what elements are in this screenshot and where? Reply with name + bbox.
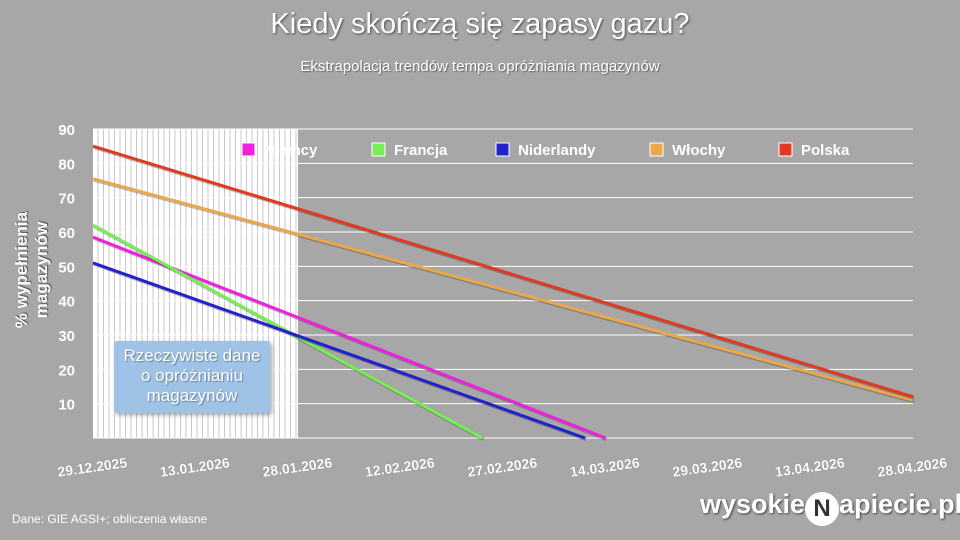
x-tick-label: 29.12.2025: [56, 454, 128, 480]
series-line: [92, 144, 914, 399]
x-tick-label: 28.04.2026: [876, 454, 948, 480]
legend-label: Włochy: [672, 142, 726, 159]
brand-prefix: wysokie: [700, 489, 806, 519]
lightning-logo-icon: N: [805, 492, 840, 526]
x-tick-label: 12.02.2026: [364, 454, 436, 480]
annotation-line-2: o opróżnianiu: [140, 366, 244, 385]
actual-data-annotation: Rzeczywiste dane o opróżnianiu magazynów: [114, 341, 270, 413]
y-tick-label: 20: [58, 362, 75, 379]
legend-label: Niemcy: [264, 142, 318, 159]
legend-swatch: [495, 142, 510, 157]
legend-swatch: [371, 142, 386, 157]
x-tick-label: 29.03.2026: [671, 454, 743, 480]
x-tick-label: 13.01.2026: [159, 454, 231, 480]
chart-subtitle: Ekstrapolacja trendów tempa opróżniania …: [300, 58, 660, 75]
legend-label: Niderlandy: [518, 142, 596, 159]
y-tick-label: 30: [58, 328, 75, 345]
y-tick-label: 50: [58, 259, 75, 276]
y-tick-label: 90: [58, 122, 75, 139]
y-tick-label: 80: [58, 156, 75, 173]
legend-label: Polska: [801, 142, 850, 159]
legend-swatch: [778, 142, 793, 157]
annotation-line-3: magazynów: [146, 386, 238, 405]
legend-label: Francja: [394, 142, 448, 159]
x-tick-label: 27.02.2026: [466, 454, 538, 480]
annotation-line-1: Rzeczywiste dane: [123, 346, 261, 365]
x-tick-label: 14.03.2026: [569, 454, 641, 480]
legend-swatch: [649, 142, 664, 157]
chart-title: Kiedy skończą się zapasy gazu?: [270, 8, 690, 40]
x-tick-label: 13.04.2026: [774, 454, 846, 480]
brand-suffix: apiecie.pl: [839, 489, 960, 519]
y-tick-label: 10: [58, 397, 75, 414]
series-line: [92, 177, 914, 402]
source-note: Dane: GIE AGSI+; obliczenia własne: [12, 512, 208, 526]
legend-swatch: [241, 142, 256, 157]
series-line: [92, 261, 586, 440]
x-tick-label: 28.01.2026: [261, 454, 333, 480]
y-tick-label: 40: [58, 294, 75, 311]
y-tick-label: 60: [58, 225, 75, 242]
y-tick-label: 70: [58, 191, 75, 208]
